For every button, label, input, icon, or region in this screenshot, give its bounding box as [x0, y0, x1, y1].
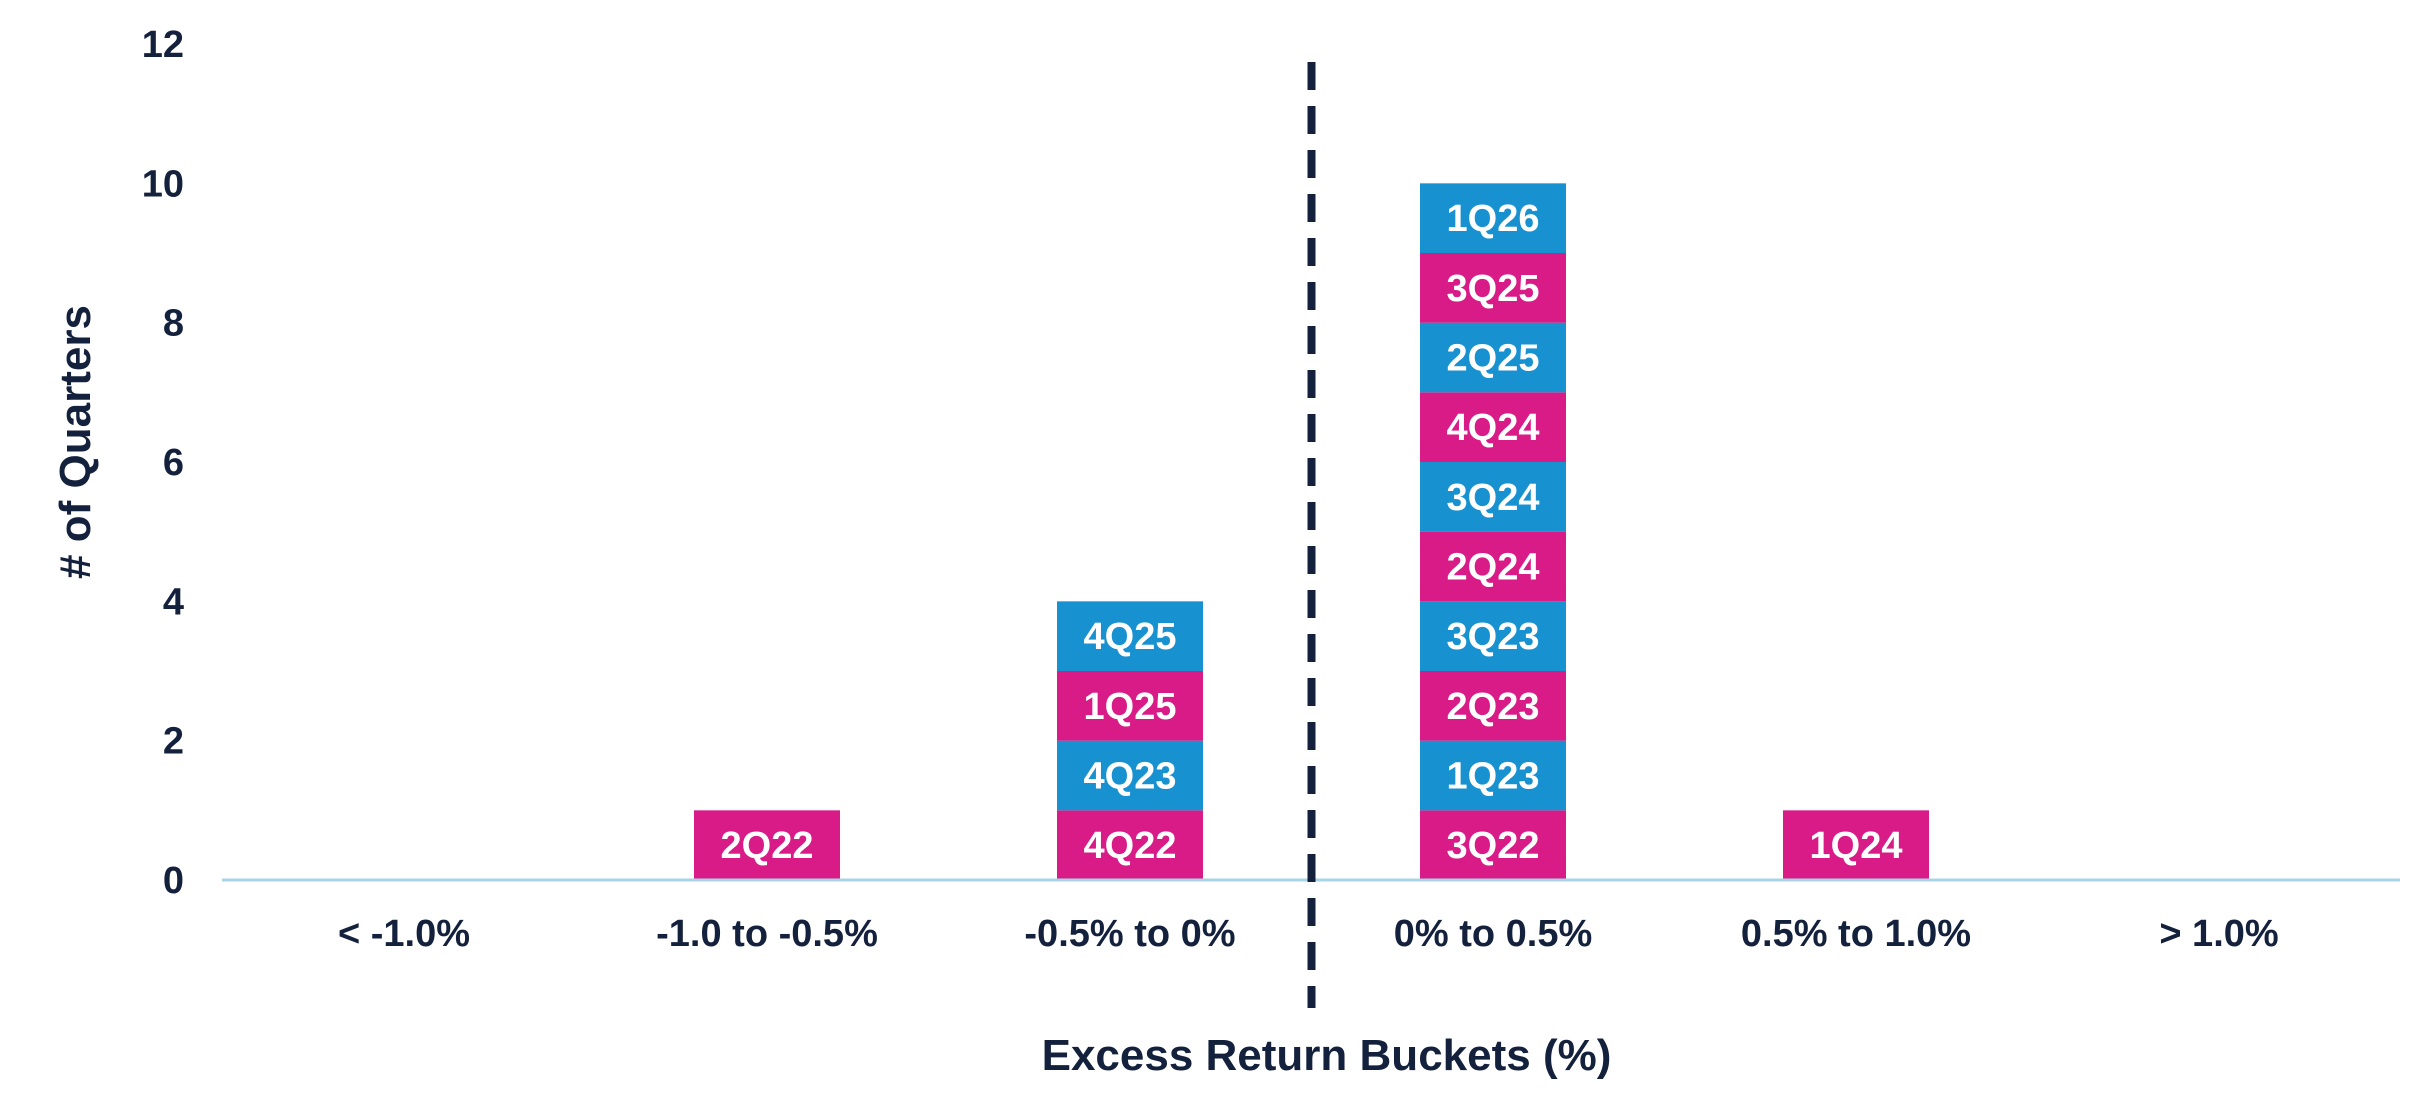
y-tick-label: 8 — [163, 303, 184, 345]
x-axis-title: Excess Return Buckets (%) — [1042, 1031, 1612, 1080]
bar-segment-label: 1Q23 — [1447, 756, 1540, 798]
bar-segment-label: 2Q25 — [1447, 338, 1540, 380]
bar-segment-label: 3Q22 — [1447, 825, 1540, 867]
y-tick-label: 2 — [163, 721, 184, 763]
bar-segment — [1420, 810, 1566, 880]
bar-segment — [1420, 601, 1566, 671]
x-category-label: -0.5% to 0% — [1024, 913, 1235, 955]
bar-segment-label: 2Q24 — [1447, 547, 1540, 589]
x-category-label: -1.0 to -0.5% — [656, 913, 878, 955]
bar-segment — [1420, 671, 1566, 741]
bar-segment — [1420, 253, 1566, 323]
y-tick-label: 6 — [163, 442, 184, 484]
bar-segment-label: 3Q23 — [1447, 616, 1540, 658]
bar-segment — [694, 810, 840, 880]
bar-segment-label: 2Q22 — [721, 825, 814, 867]
bar-segment — [1420, 531, 1566, 602]
y-tick-label: 0 — [163, 860, 184, 902]
bar-segment-label: 4Q23 — [1084, 756, 1177, 798]
x-axis-categories: < -1.0% -1.0 to -0.5% -0.5% to 0% 0% to 0.5… — [338, 913, 2279, 955]
bar-segments: 2Q22 4Q22 4Q23 1Q25 4Q25 3Q22 1Q23 2Q23 3Q23 2Q24… — [694, 183, 1929, 880]
bar-segment — [1057, 740, 1203, 811]
y-axis-ticks: 0 2 4 6 8 10 12 — [142, 24, 184, 902]
bar-segment — [1420, 740, 1566, 811]
x-category-label: > 1.0% — [2159, 913, 2278, 955]
bar-segment-label: 4Q22 — [1084, 825, 1177, 867]
bar-segment — [1057, 601, 1203, 671]
bar-segment-label: 4Q25 — [1084, 616, 1177, 658]
y-tick-label: 4 — [163, 581, 184, 623]
y-tick-label: 10 — [142, 163, 184, 205]
bar-segment-label: 1Q25 — [1084, 686, 1177, 728]
y-tick-label: 12 — [142, 24, 184, 66]
bar-segment — [1057, 810, 1203, 880]
bar-segment-label: 4Q24 — [1447, 407, 1540, 449]
bar-segment — [1420, 322, 1566, 393]
x-category-label: 0% to 0.5% — [1394, 913, 1593, 955]
bar-segment-label: 1Q24 — [1810, 825, 1903, 867]
bar-segment-label: 2Q23 — [1447, 686, 1540, 728]
y-axis-title: # of Quarters — [51, 305, 100, 579]
x-category-label: < -1.0% — [338, 913, 470, 955]
bar-segment — [1420, 183, 1566, 253]
bar-segment — [1420, 392, 1566, 462]
bar-segment-label: 1Q26 — [1447, 198, 1540, 240]
bar-segment — [1420, 462, 1566, 532]
bar-segment-label: 3Q25 — [1447, 268, 1540, 310]
x-category-label: 0.5% to 1.0% — [1741, 913, 1971, 955]
bar-segment — [1057, 671, 1203, 741]
bar-segment — [1783, 810, 1929, 880]
bar-segment-label: 3Q24 — [1447, 477, 1540, 519]
